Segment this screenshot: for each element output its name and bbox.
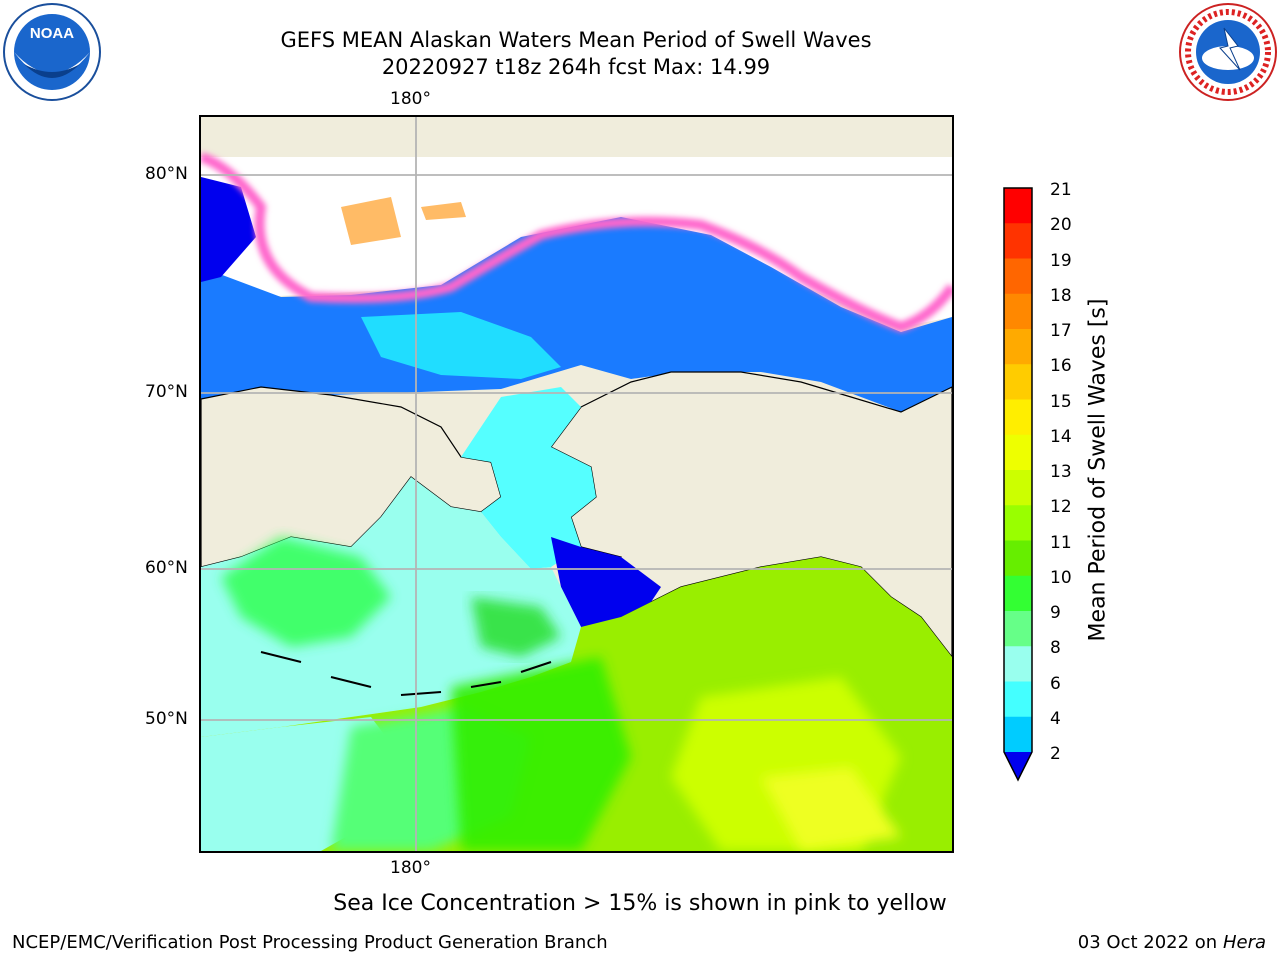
colorbar-tick-label: 16 [1050, 356, 1072, 377]
colorbar-tick-label: 18 [1050, 285, 1072, 306]
footer-left: NCEP/EMC/Verification Post Processing Pr… [12, 932, 608, 953]
colorbar-tick-label: 21 [1050, 180, 1072, 200]
sea-ice-note: Sea Ice Concentration > 15% is shown in … [333, 891, 947, 916]
colorbar-ticks: 21 20 19 18 17 16 15 14 13 12 11 10 9 8 6 4 2 [1050, 180, 1100, 780]
colorbar-segment [1004, 434, 1032, 471]
colorbar-segment [1004, 540, 1032, 577]
ice-edge [201, 152, 952, 333]
colorbar-extend-triangle [1004, 752, 1032, 780]
colorbar-segment [1004, 681, 1032, 718]
map-canvas [201, 117, 952, 851]
colorbar-segment [1004, 293, 1032, 330]
noaa-logo: NOAA [2, 2, 102, 102]
lon-label-top: 180° [390, 89, 431, 109]
footer-host: Hera [1222, 932, 1266, 953]
colorbar-svg [1003, 187, 1033, 782]
arctic-deep-blue [201, 177, 256, 282]
colorbar-segment [1004, 399, 1032, 436]
colorbar-tick-label: 4 [1050, 708, 1061, 729]
bering-strait-water [461, 387, 596, 569]
colorbar-segment [1004, 716, 1032, 753]
lon-label-bottom: 180° [390, 858, 431, 878]
aleutian-islands [260, 651, 552, 696]
colorbar-tick-label: 20 [1050, 215, 1072, 236]
colorbar [1000, 186, 1040, 786]
colorbar-tick-label: 13 [1050, 462, 1072, 482]
nws-logo [1178, 2, 1278, 102]
colorbar-segment [1004, 258, 1032, 295]
colorbar-tick-label: 14 [1050, 426, 1072, 447]
arctic-ocean [201, 217, 952, 412]
footer-right: 03 Oct 2022 on Hera [1078, 932, 1266, 953]
colorbar-segment [1004, 575, 1032, 612]
colorbar-label: Mean Period of Swell Waves [s] [1085, 298, 1111, 642]
lat-label: 80°N [145, 164, 188, 184]
pacific-yellow-patch [761, 767, 901, 851]
colorbar-segment [1004, 646, 1032, 682]
colorbar-segment [1004, 223, 1032, 259]
colorbar-tick-label: 17 [1050, 321, 1072, 341]
colorbar-tick-label: 10 [1050, 567, 1072, 588]
colorbar-tick-label: 8 [1050, 638, 1061, 659]
colorbar-tick-label: 11 [1050, 532, 1072, 553]
colorbar-segment [1004, 188, 1032, 224]
colorbar-segment [1004, 505, 1032, 541]
colorbar-segment [1004, 611, 1032, 647]
bering-green-patch [471, 597, 561, 657]
lat-label: 50°N [145, 709, 188, 729]
ice-patch [421, 202, 466, 220]
lat-label: 70°N [145, 382, 188, 402]
map-gridlines [201, 117, 952, 851]
colorbar-tick-label: 19 [1050, 250, 1072, 271]
chart-title: GEFS MEAN Alaskan Waters Mean Period of … [280, 28, 872, 52]
arctic-cyan-patch [361, 312, 561, 379]
colorbar-tick-label: 6 [1050, 673, 1061, 694]
colorbar-tick-label: 2 [1050, 744, 1061, 764]
lat-label: 60°N [145, 558, 188, 578]
pacific-green-patch [451, 657, 631, 851]
footer-date: 03 Oct 2022 on [1077, 932, 1218, 953]
colorbar-outline [1003, 187, 1033, 782]
colorbar-segment [1004, 364, 1032, 400]
bristol-bay-water [551, 537, 661, 637]
svg-text:NOAA: NOAA [30, 25, 74, 42]
map-panel [199, 115, 954, 853]
bering-green-patch [221, 537, 391, 647]
colorbar-tick-label: 15 [1050, 391, 1072, 412]
chart-subtitle: 20220927 t18z 264h fcst Max: 14.99 [381, 55, 771, 79]
ice-patch [341, 197, 401, 245]
colorbar-segment [1004, 470, 1032, 506]
colorbar-tick-label: 9 [1050, 603, 1061, 623]
colorbar-segment [1004, 329, 1032, 365]
colorbar-tick-label: 12 [1050, 497, 1072, 518]
